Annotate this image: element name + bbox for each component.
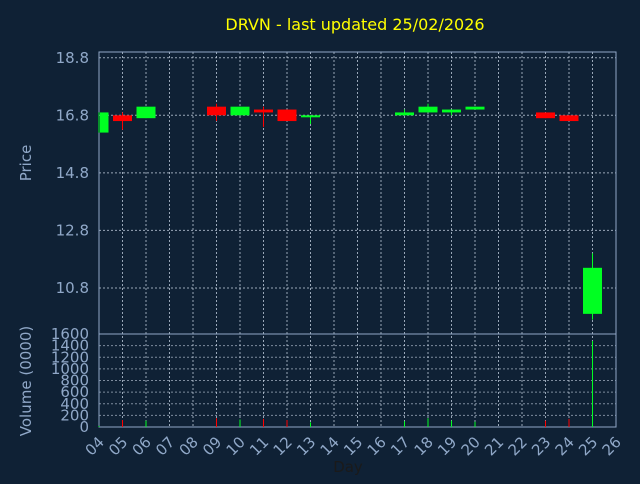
candle-body bbox=[442, 109, 461, 113]
x-tick-label: 26 bbox=[599, 433, 625, 459]
candle-body bbox=[277, 109, 297, 122]
candle-body bbox=[230, 106, 250, 116]
x-tick-label: 09 bbox=[199, 433, 225, 459]
x-tick-label: 07 bbox=[152, 433, 178, 459]
x-tick-label: 10 bbox=[223, 433, 249, 459]
volume-axis-label: Volume (0000) bbox=[17, 326, 35, 436]
x-tick-label: 23 bbox=[528, 433, 554, 459]
volume-tick-label: 1200 bbox=[51, 348, 89, 366]
volume-panel-frame bbox=[98, 333, 617, 428]
x-tick-label: 25 bbox=[575, 433, 601, 459]
price-tick-label: 14.8 bbox=[56, 164, 89, 182]
x-tick-label: 24 bbox=[552, 433, 578, 459]
x-tick-label: 11 bbox=[246, 433, 272, 459]
volume-tick-label: 0 bbox=[79, 418, 89, 436]
x-tick-label: 20 bbox=[458, 433, 484, 459]
x-tick-label: 16 bbox=[364, 433, 390, 459]
candle-body bbox=[207, 106, 226, 116]
candle-body bbox=[301, 115, 320, 118]
volume-tick-label: 1600 bbox=[51, 325, 89, 343]
volume-tick-label: 400 bbox=[60, 395, 89, 413]
candle-body bbox=[113, 115, 132, 122]
x-tick-label: 13 bbox=[293, 433, 319, 459]
price-tick-label: 16.8 bbox=[56, 106, 89, 124]
candlesticks bbox=[98, 103, 602, 320]
x-tick-label: 14 bbox=[317, 433, 343, 459]
x-tick-label: 12 bbox=[270, 433, 296, 459]
x-tick-label: 04 bbox=[82, 433, 108, 459]
x-tick-label: 05 bbox=[105, 433, 131, 459]
volume-bars bbox=[98, 340, 593, 427]
chart-title: DRVN - last updated 25/02/2026 bbox=[225, 15, 484, 34]
candle-body bbox=[559, 115, 579, 122]
candle-body bbox=[465, 106, 485, 110]
volume-tick-label: 600 bbox=[60, 383, 89, 401]
price-tick-label: 12.8 bbox=[56, 221, 89, 239]
x-tick-label: 18 bbox=[411, 433, 437, 459]
x-tick-label: 08 bbox=[176, 433, 202, 459]
x-tick-label: 06 bbox=[129, 433, 155, 459]
volume-tick-label: 200 bbox=[60, 406, 89, 424]
candle-body bbox=[254, 109, 273, 113]
x-tick-label: 17 bbox=[387, 433, 413, 459]
volume-tick-label: 800 bbox=[60, 372, 89, 390]
volume-tick-label: 1400 bbox=[51, 337, 89, 355]
candle-body bbox=[536, 112, 555, 119]
price-axis-label: Price bbox=[17, 145, 35, 182]
x-tick-label: 19 bbox=[434, 433, 460, 459]
x-axis-label: Day bbox=[333, 458, 363, 476]
candle-body bbox=[395, 112, 414, 116]
price-tick-label: 10.8 bbox=[56, 279, 89, 297]
candle-body bbox=[418, 106, 438, 113]
price-tick-label: 18.8 bbox=[56, 49, 89, 67]
grid-lines bbox=[99, 52, 616, 428]
x-tick-label: 15 bbox=[340, 433, 366, 459]
volume-tick-label: 1000 bbox=[51, 360, 89, 378]
candle-body bbox=[100, 112, 109, 133]
candle-body bbox=[136, 106, 156, 119]
candle-body bbox=[583, 267, 602, 314]
x-tick-label: 21 bbox=[481, 433, 507, 459]
x-tick-label: 22 bbox=[505, 433, 531, 459]
